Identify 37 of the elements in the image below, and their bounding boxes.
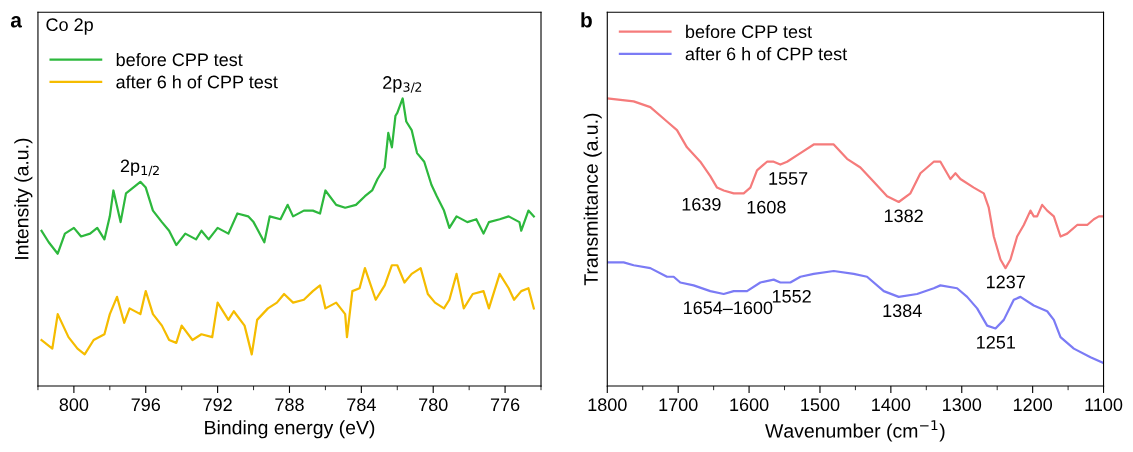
x-tick-label: 800: [59, 398, 89, 412]
annotation: 1639: [682, 197, 721, 211]
x-tick-label: 780: [419, 398, 448, 412]
annotation: 1384: [883, 304, 922, 318]
annotation: 1382: [884, 209, 923, 223]
x-tick-label: 776: [490, 398, 520, 412]
y-axis-title: Intensity (a.u.): [14, 138, 33, 259]
x-tick-label: 1800: [588, 398, 627, 412]
x-tick-label: 784: [347, 398, 376, 412]
x-tick-label: 1200: [1013, 398, 1053, 412]
text: b: [581, 12, 592, 28]
x-tick-label: 796: [131, 398, 161, 412]
x-tick-label: 1700: [659, 398, 698, 412]
annotation: 2p$_{3/2}$: [383, 76, 422, 93]
x-tick-label: 1100: [1085, 398, 1123, 412]
annotation: 1552: [772, 289, 811, 303]
legend-label: before CPP test: [116, 52, 243, 67]
x-axis-title: Wavenumber (cm$^{−1}$): [765, 420, 945, 442]
y-axis-title: Transmittance (a.u.): [583, 113, 602, 286]
x-tick-label: 1400: [872, 398, 911, 412]
legend-label: before CPP test: [686, 24, 812, 39]
x-tick-label: 1500: [801, 398, 840, 412]
x-tick-label: 1600: [730, 398, 769, 412]
annotation: 1237: [987, 275, 1025, 289]
x-axis-title: Binding energy (eV): [205, 420, 375, 439]
x-tick-label: 788: [275, 398, 304, 412]
legend-label: after 6 h of CPP test: [116, 75, 278, 89]
annotation: 1251: [977, 335, 1015, 349]
text: a: [10, 16, 23, 28]
annotation: 1608: [747, 200, 786, 214]
x-tick-label: 1300: [943, 398, 982, 412]
text: Co 2p: [46, 18, 93, 35]
annotation: 2p$_{1/2}$: [120, 159, 159, 177]
x-tick-label: 792: [203, 398, 232, 412]
annotation: 1654–1600: [684, 301, 773, 315]
legend-label: after 6 h of CPP test: [685, 47, 848, 61]
annotation: 1557: [769, 172, 808, 185]
